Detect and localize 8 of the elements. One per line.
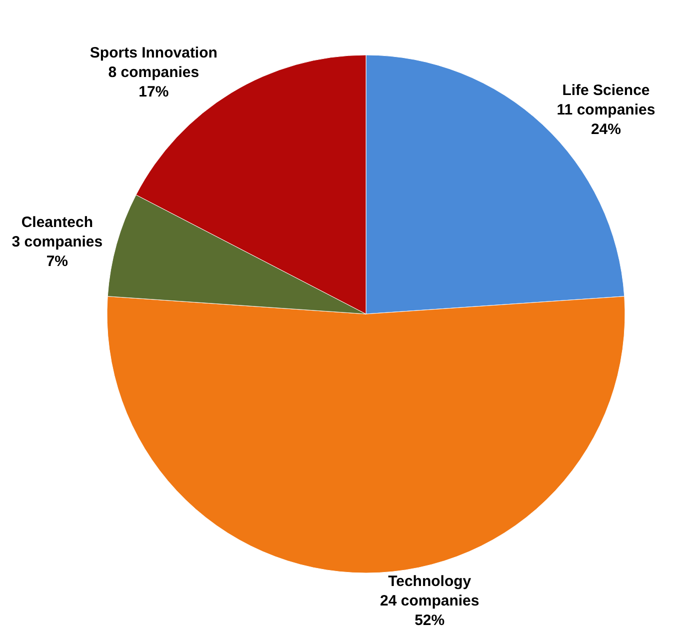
data-label: 11 companies 24% bbox=[556, 101, 656, 138]
slice-label: Life Science bbox=[562, 82, 650, 99]
slice-label: Technology bbox=[388, 573, 472, 590]
slice-label: Cleantech bbox=[21, 214, 94, 232]
data-label: 3 companies 7% bbox=[12, 234, 103, 270]
data-label: 8 companies 17% bbox=[108, 64, 200, 100]
data-label: 24 companies 52% bbox=[380, 592, 480, 629]
slice-label: Sports Innovation bbox=[90, 44, 218, 62]
